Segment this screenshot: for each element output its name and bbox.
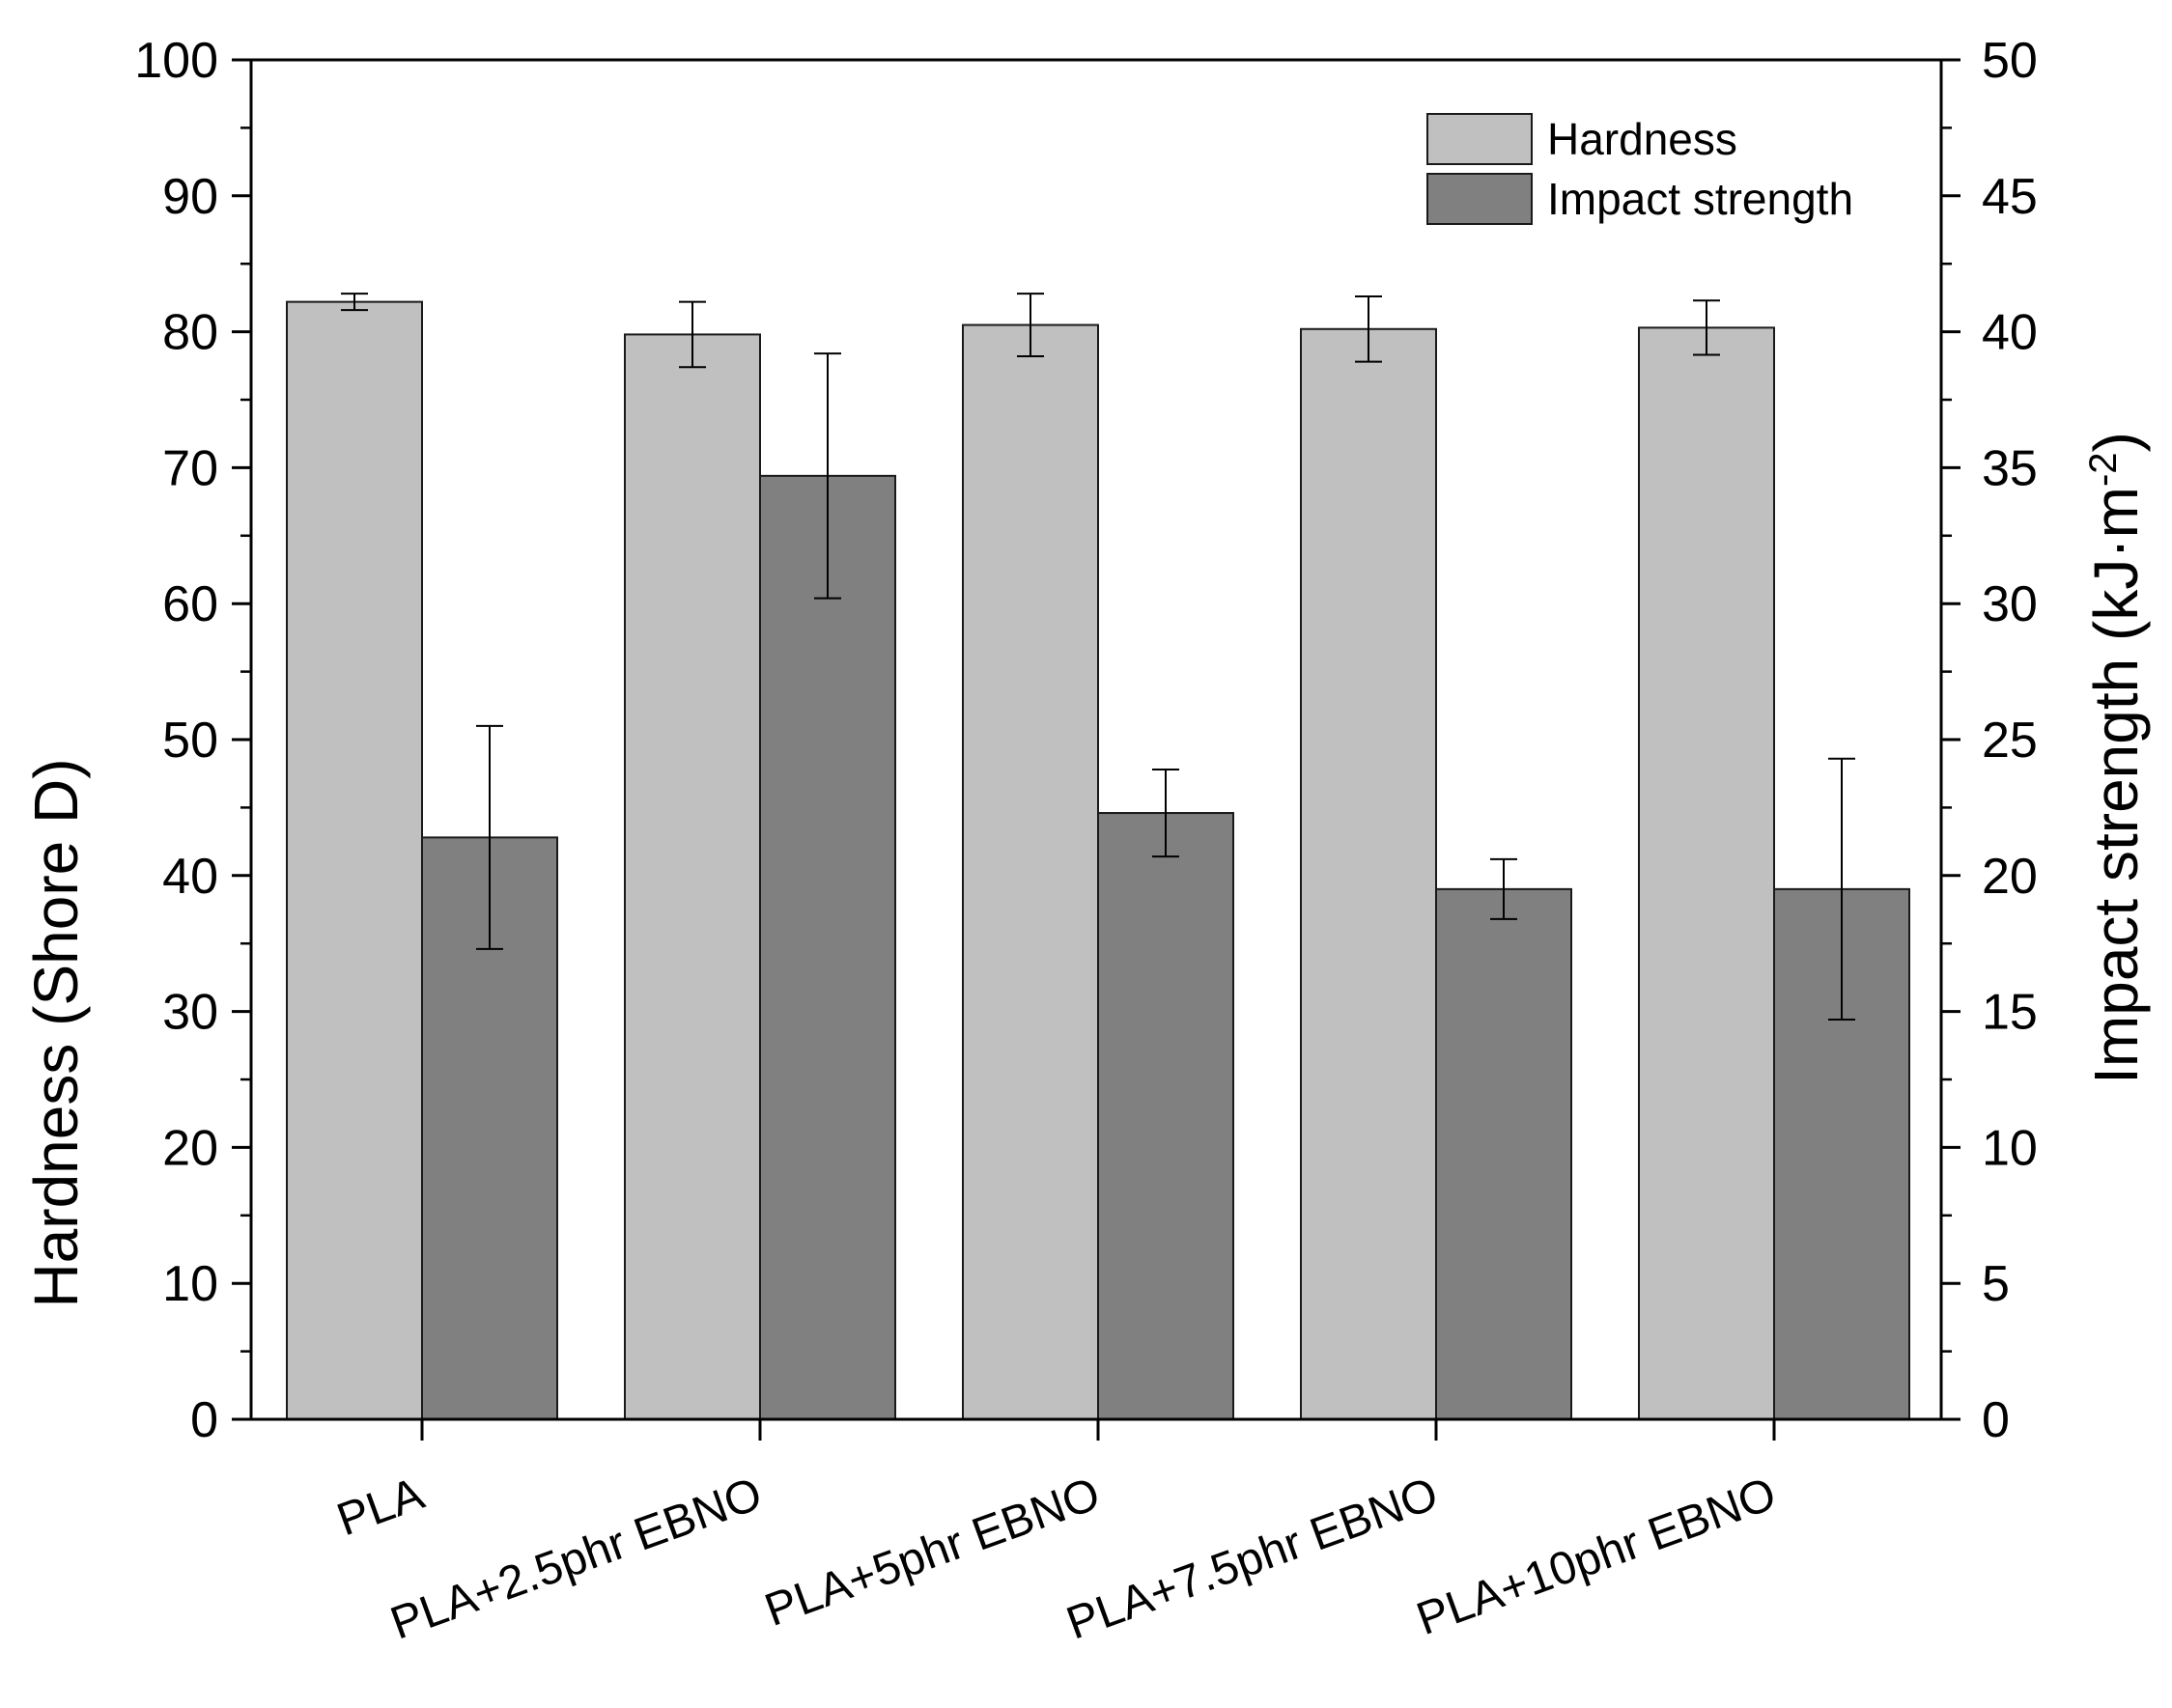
y2-tick-label-9: 45	[1982, 169, 2038, 225]
y2-tick-label-5: 25	[1982, 713, 2038, 769]
error-bar-impact-strength-0	[476, 724, 503, 950]
bar-hardness-3	[1300, 327, 1437, 1420]
error-bar-impact-strength-1	[814, 352, 841, 600]
ticks-group: 0 10 20 30 40 50 60 70 80 90 100 0 5 10 15 20 25 30 35 40 45…	[134, 33, 2038, 1448]
y-tick-label-4: 40	[162, 849, 218, 905]
y-tick-label-5: 50	[162, 713, 218, 769]
y2-tick-label-7: 35	[1982, 440, 2038, 496]
error-bar-impact-strength-4	[1828, 757, 1855, 1022]
y2-tick-label-4: 20	[1982, 849, 2038, 905]
x-tick-label-0: PLA	[330, 1469, 430, 1547]
legend: Hardness Impact strength	[1426, 113, 1853, 225]
y2-tick-label-1: 5	[1982, 1256, 2010, 1312]
y-axis-title: Hardness (Shore D)	[21, 758, 91, 1307]
y2-tick-label-8: 40	[1982, 305, 2038, 361]
y2-tick-label-6: 30	[1982, 576, 2038, 632]
y-tick-label-0: 0	[190, 1392, 218, 1448]
legend-label-impact-strength: Impact strength	[1547, 174, 1853, 224]
y2-tick-label-10: 50	[1982, 33, 2038, 89]
y2-tick-label-0: 0	[1982, 1392, 2010, 1448]
error-bar-hardness-3	[1355, 294, 1382, 363]
y-tick-label-6: 60	[162, 576, 218, 632]
y2-axis-title-end: )	[2081, 432, 2151, 452]
bar-hardness-2	[962, 323, 1099, 1420]
y2-tick-label-2: 10	[1982, 1120, 2038, 1176]
error-bars-group	[341, 293, 1855, 1022]
bar-hardness-4	[1638, 326, 1775, 1421]
y-tick-label-7: 70	[162, 440, 218, 496]
bar-impact-strength-3	[1435, 887, 1572, 1420]
error-bar-hardness-1	[679, 300, 706, 369]
x-tick-label-2: PLA+5phr EBNO	[758, 1469, 1106, 1637]
error-bar-impact-strength-3	[1490, 857, 1517, 920]
x-tick-label-1: PLA+2.5phr EBNO	[384, 1469, 769, 1650]
bar-hardness-1	[624, 333, 761, 1420]
error-bar-hardness-2	[1017, 293, 1044, 357]
error-bar-hardness-0	[341, 293, 368, 312]
bar-hardness-0	[286, 300, 423, 1420]
y-tick-label-1: 10	[162, 1256, 218, 1312]
y-tick-label-8: 80	[162, 305, 218, 361]
x-tick-label-4: PLA+10phr EBNO	[1410, 1469, 1782, 1645]
y-tick-label-10: 100	[134, 33, 218, 89]
bars-group	[286, 300, 1910, 1421]
y2-axis-title: Impact strength (kJ·m-2)	[2081, 432, 2151, 1084]
y-tick-label-2: 20	[162, 1120, 218, 1176]
bar-impact-strength-2	[1097, 812, 1234, 1420]
y-tick-label-3: 30	[162, 985, 218, 1041]
axis-titles-group: Hardness (Shore D) Impact strength (kJ·m…	[21, 432, 2151, 1307]
y2-axis-title-main: Impact strength (kJ·m	[2081, 487, 2151, 1084]
y2-tick-label-3: 15	[1982, 985, 2038, 1041]
legend-swatch-impact-strength	[1426, 173, 1533, 225]
legend-swatch-hardness	[1426, 113, 1533, 165]
y-tick-label-9: 90	[162, 169, 218, 225]
error-bar-hardness-4	[1693, 299, 1720, 356]
x-tick-label-3: PLA+7.5phr EBNO	[1060, 1469, 1445, 1650]
legend-label-hardness: Hardness	[1547, 114, 1737, 164]
error-bar-impact-strength-2	[1152, 768, 1179, 858]
bar-impact-strength-1	[759, 474, 896, 1420]
y2-axis-title-sup: -2	[2082, 452, 2125, 487]
